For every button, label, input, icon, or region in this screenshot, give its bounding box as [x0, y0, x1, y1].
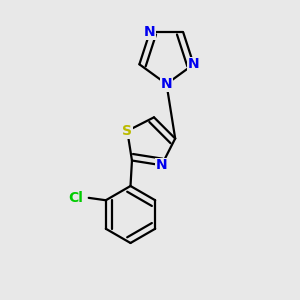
Text: S: S: [122, 124, 132, 138]
Text: N: N: [161, 77, 172, 91]
Text: N: N: [156, 158, 167, 172]
Text: N: N: [188, 57, 200, 71]
Text: N: N: [144, 26, 156, 39]
Text: Cl: Cl: [68, 191, 83, 205]
